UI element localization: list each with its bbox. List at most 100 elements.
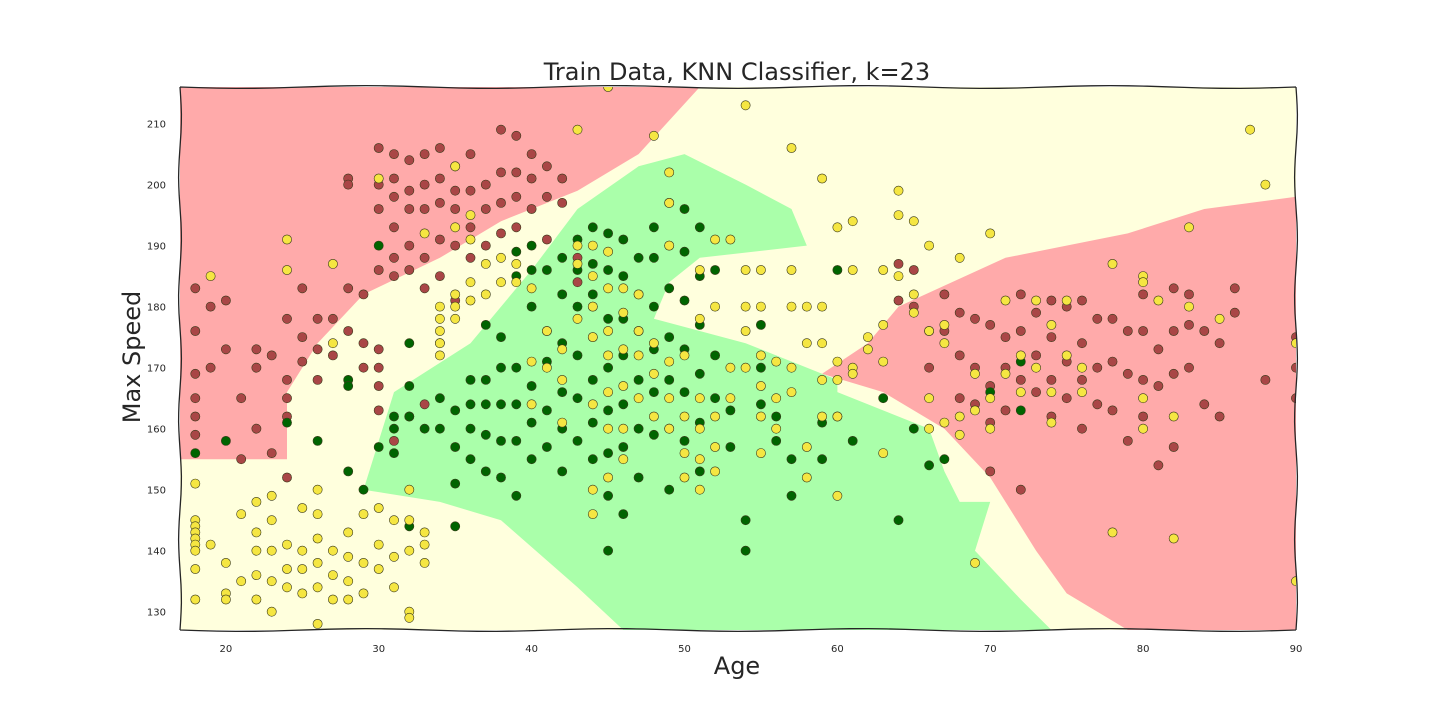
point-green-73 [587,417,598,428]
point-red-50 [404,240,415,251]
point-yellow-214 [970,405,980,416]
plot-area [177,84,1299,633]
y-tick-label: 150 [147,486,166,497]
point-green-94 [633,423,644,434]
point-yellow-175 [801,442,812,452]
point-yellow-206 [924,423,934,434]
point-green-1 [220,435,231,446]
point-green-26 [465,399,476,410]
point-yellow-64 [404,612,415,623]
point-yellow-100 [572,313,583,324]
point-yellow-23 [266,545,277,556]
point-red-21 [297,356,308,367]
x-tick-label: 40 [525,644,538,655]
x-tick-label: 50 [678,644,691,655]
point-yellow-208 [939,338,950,349]
point-yellow-190 [847,368,858,379]
point-green-120 [694,466,705,477]
point-red-20 [297,332,308,342]
point-yellow-101 [587,240,598,251]
y-tick-label: 180 [147,303,166,314]
point-yellow-166 [771,393,782,404]
point-red-19 [297,283,308,294]
point-yellow-83 [480,258,491,269]
point-yellow-17 [251,527,262,538]
point-yellow-67 [419,558,430,568]
point-yellow-167 [771,423,782,434]
point-red-84 [526,204,537,214]
point-green-88 [618,442,629,452]
point-yellow-29 [282,564,292,574]
point-red-83 [526,173,537,184]
point-yellow-49 [343,594,354,605]
point-green-126 [740,515,751,526]
point-green-115 [694,222,705,233]
point-green-27 [465,423,476,434]
point-yellow-238 [1153,295,1164,306]
point-red-125 [1031,307,1041,318]
point-yellow-38 [312,558,323,568]
point-red-23 [312,344,323,355]
point-red-82 [526,149,537,159]
point-yellow-242 [1184,301,1194,312]
point-yellow-47 [343,551,354,562]
point-yellow-99 [572,258,583,269]
point-yellow-114 [603,423,613,434]
point-red-60 [434,234,445,245]
point-red-72 [480,204,491,214]
point-red-6 [205,362,216,373]
point-yellow-109 [603,246,613,257]
point-yellow-247 [1291,576,1296,587]
point-red-142 [1107,313,1118,324]
point-red-74 [496,124,506,135]
point-yellow-110 [603,283,613,294]
point-red-146 [1122,368,1133,379]
point-red-145 [1122,326,1133,336]
point-green-81 [603,490,613,501]
point-green-14 [404,381,415,391]
point-yellow-118 [618,344,629,355]
point-green-0 [190,448,201,458]
point-yellow-43 [327,545,338,556]
point-red-7 [205,301,216,312]
point-yellow-55 [373,564,384,574]
point-yellow-201 [908,289,919,300]
point-red-117 [985,466,996,477]
point-yellow-219 [1000,295,1011,306]
point-yellow-164 [756,448,766,458]
point-yellow-59 [389,582,399,593]
point-yellow-123 [633,326,644,336]
point-green-80 [603,448,613,458]
decision-regions [180,87,1296,630]
point-yellow-70 [434,313,445,324]
point-yellow-40 [312,619,323,629]
point-yellow-119 [618,381,629,391]
point-green-134 [786,490,797,501]
point-red-130 [1046,374,1057,385]
point-red-135 [1077,295,1087,306]
point-yellow-179 [817,338,827,349]
point-yellow-176 [801,472,812,483]
point-yellow-193 [878,265,889,275]
point-yellow-54 [373,539,384,550]
point-green-89 [618,509,629,519]
point-red-64 [450,204,461,214]
point-yellow-213 [970,368,980,379]
point-yellow-145 [694,484,705,495]
point-yellow-74 [450,289,461,300]
point-yellow-223 [1031,295,1041,306]
y-tick-label: 140 [147,547,166,558]
point-yellow-230 [1077,362,1087,373]
point-red-42 [389,173,399,184]
point-yellow-178 [817,301,827,312]
point-green-69 [587,258,598,269]
point-yellow-71 [434,326,445,336]
point-yellow-15 [236,576,247,587]
point-yellow-72 [434,338,445,349]
point-red-52 [419,149,430,159]
point-red-96 [419,399,430,410]
point-green-6 [343,466,354,477]
point-red-128 [1046,295,1057,306]
y-tick-label: 200 [147,181,166,192]
point-yellow-94 [557,344,568,355]
